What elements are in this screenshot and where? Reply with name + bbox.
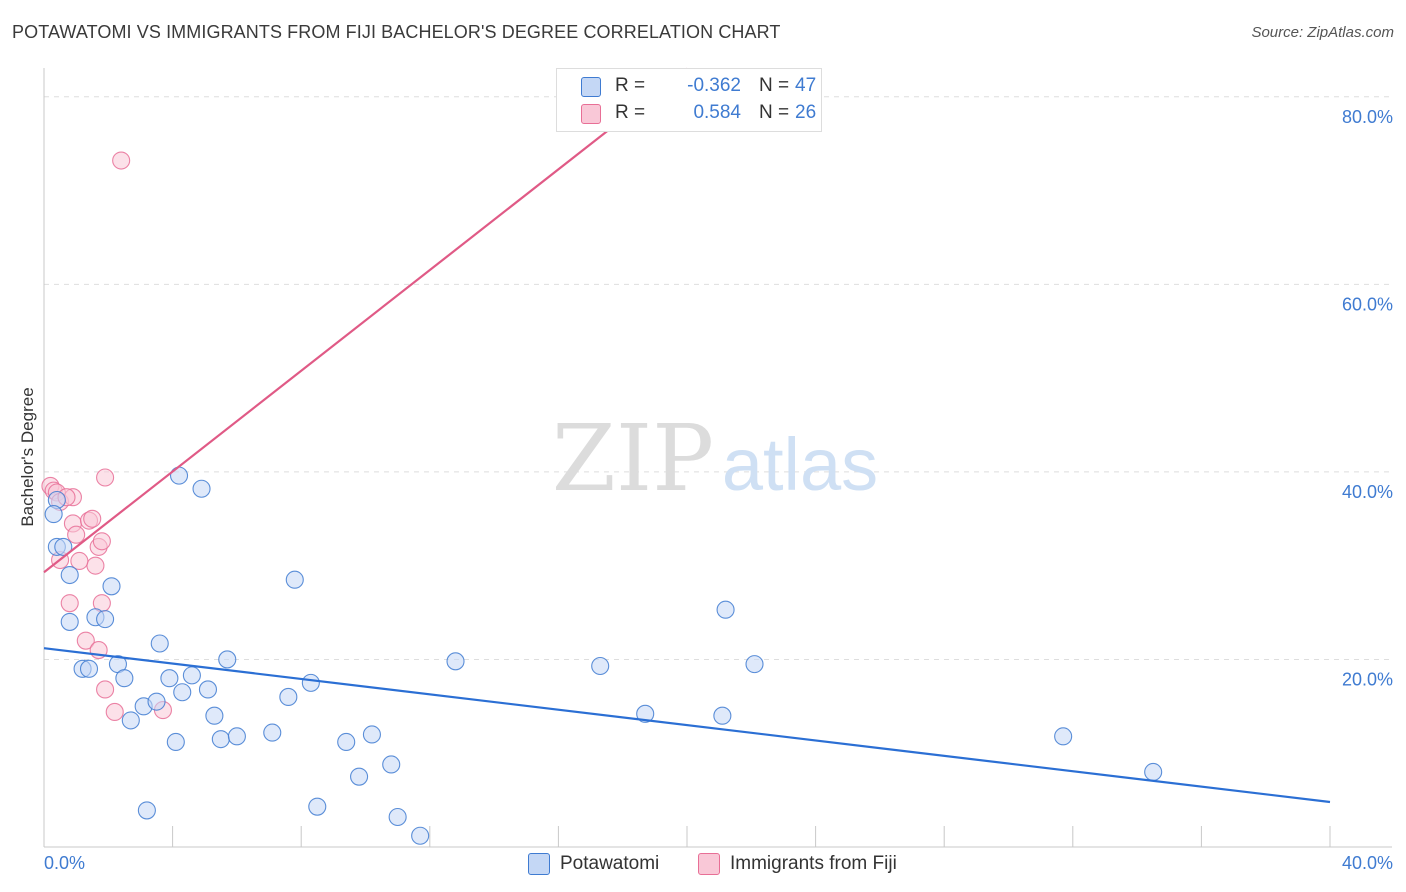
legend-n-label: N =	[759, 75, 790, 96]
legend-r-value: -0.362	[687, 75, 741, 96]
potawatomi-point	[205, 706, 224, 725]
legend-r-label: R =	[615, 75, 646, 96]
potawatomi-point	[182, 666, 201, 685]
y-tick-label: 40.0%	[1342, 482, 1393, 502]
source-label: Source: ZipAtlas.com	[1251, 24, 1394, 41]
potawatomi-point	[382, 755, 401, 774]
potawatomi-point	[198, 680, 218, 699]
y-tick-label: 60.0%	[1342, 294, 1393, 314]
potawatomi-point	[96, 610, 115, 629]
bottom-legend-label: Potawatomi	[560, 853, 660, 874]
legend-n-label: N =	[759, 102, 790, 123]
potawatomi-point	[636, 704, 655, 723]
potawatomi-point	[411, 826, 430, 845]
potawatomi-point	[227, 727, 246, 746]
potawatomi-point	[60, 612, 79, 631]
potawatomi-points	[44, 466, 1163, 845]
potawatomi-point	[350, 767, 369, 786]
potawatomi-point	[169, 466, 189, 485]
potawatomi-point	[337, 732, 356, 752]
potawatomi-point	[263, 723, 282, 742]
fiji-point	[96, 680, 115, 699]
potawatomi-point	[713, 706, 732, 725]
x-ticks	[172, 826, 1331, 847]
potawatomi-point	[173, 683, 192, 702]
fiji-point	[96, 468, 115, 487]
watermark-atlas: atlas	[722, 423, 878, 506]
potawatomi-point	[147, 692, 166, 711]
bottom-legend-label: Immigrants from Fiji	[730, 853, 897, 874]
potawatomi-point	[1054, 727, 1073, 746]
potawatomi-point	[44, 505, 63, 524]
potawatomi-point	[211, 730, 230, 749]
fiji-point	[67, 525, 86, 544]
legend-n-value: 47	[795, 75, 817, 96]
y-tick-labels: 20.0% 40.0% 60.0% 80.0%	[1342, 107, 1393, 690]
potawatomi-point	[60, 565, 79, 585]
fiji-point	[105, 702, 124, 722]
legend-r-label: R =	[615, 102, 646, 123]
x-tick-label-right: 40.0%	[1342, 853, 1393, 873]
potawatomi-point	[745, 655, 764, 674]
chart-title: POTAWATOMI VS IMMIGRANTS FROM FIJI BACHE…	[12, 22, 781, 42]
fiji-point	[70, 551, 89, 571]
potawatomi-point	[137, 801, 156, 820]
potawatomi-point	[1144, 762, 1163, 782]
correlation-legend: R = -0.362 N = 47 R = 0.584 N = 26	[556, 68, 822, 132]
y-tick-label: 20.0%	[1342, 669, 1393, 689]
legend-n-value: 26	[795, 102, 817, 123]
potawatomi-point	[102, 577, 121, 596]
potawatomi-point	[279, 687, 298, 707]
legend-r-value: 0.584	[693, 102, 741, 123]
potawatomi-point	[388, 807, 407, 827]
fiji-point	[86, 556, 105, 575]
potawatomi-point	[285, 570, 304, 589]
potawatomi-point	[301, 673, 320, 692]
watermark: ZIP atlas	[552, 405, 878, 512]
potawatomi-point	[716, 600, 735, 619]
potawatomi-point	[160, 669, 179, 688]
potawatomi-point	[166, 732, 185, 752]
potawatomi-point	[79, 659, 99, 678]
fiji-point	[83, 509, 102, 528]
potawatomi-point	[446, 652, 465, 671]
potawatomi-point	[591, 656, 610, 676]
potawatomi-point	[54, 537, 73, 556]
bottom-legend-swatch-blue	[528, 853, 550, 875]
y-tick-label: 80.0%	[1342, 107, 1393, 127]
legend-swatch-pink	[581, 104, 601, 124]
axes	[43, 68, 1392, 848]
potawatomi-trend-line	[43, 647, 1331, 804]
bottom-legend-swatch-pink	[698, 853, 720, 875]
fiji-point	[60, 594, 79, 613]
fiji-point	[76, 631, 95, 650]
fiji-points	[41, 151, 173, 722]
fiji-point	[92, 532, 111, 551]
potawatomi-point	[192, 479, 211, 498]
potawatomi-point	[308, 797, 327, 816]
grid-lines	[44, 96, 1392, 660]
watermark-zip: ZIP	[552, 405, 714, 512]
potawatomi-point	[362, 725, 381, 744]
potawatomi-point	[150, 634, 169, 653]
potawatomi-point	[115, 669, 134, 688]
potawatomi-point	[121, 711, 140, 730]
potawatomi-point	[218, 650, 237, 669]
legend-swatch-blue	[581, 77, 601, 97]
fiji-trend-line	[43, 67, 688, 574]
x-tick-label-left: 0.0%	[44, 853, 85, 873]
fiji-point	[112, 151, 131, 170]
